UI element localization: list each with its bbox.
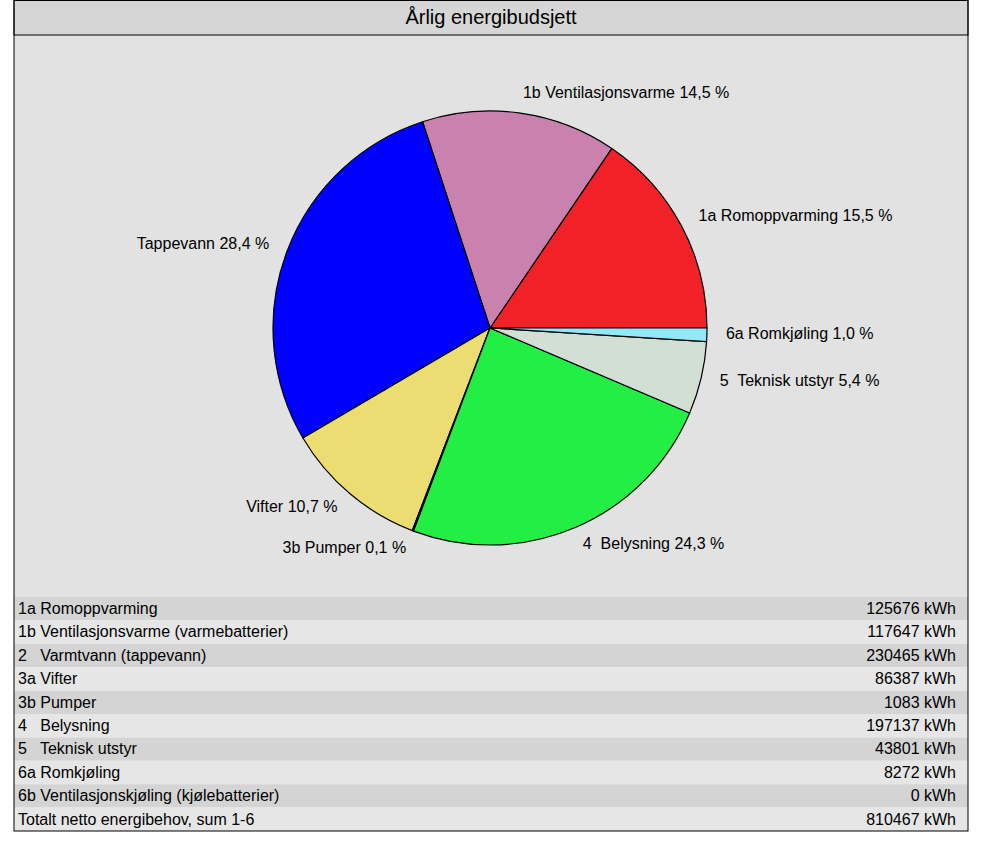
table-row: [14, 808, 968, 831]
table-row: [14, 737, 968, 760]
slice-value-label: 1,0 %: [833, 326, 874, 343]
slice-label: Tappevann 28,4 %: [137, 235, 270, 252]
table-cell-value: 43801 kWh: [875, 740, 956, 757]
table-row: [14, 761, 968, 784]
slice-label: 1a Romoppvarming 15,5 %: [699, 208, 893, 225]
table-row: [14, 644, 968, 667]
table-row: [14, 597, 968, 620]
table-cell-value: 1083 kWh: [884, 694, 956, 711]
slice-value-label: 24,3 %: [674, 535, 724, 552]
table-cell-label: 1a Romoppvarming: [18, 600, 158, 617]
table-cell-value: 230465 kWh: [866, 647, 956, 664]
table-cell-label: 6a Romkjøling: [18, 764, 120, 781]
slice-value-label: 15,5 %: [843, 208, 893, 225]
slice-label: 5 Teknisk utstyr 5,4 %: [720, 373, 880, 390]
slice-category: 6a Romkjøling: [726, 326, 828, 343]
slice-label: 1b Ventilasjonsvarme 14,5 %: [523, 85, 729, 102]
table-cell-value: 8272 kWh: [884, 764, 956, 781]
table-row: [14, 667, 968, 690]
slice-value-label: 28,4 %: [219, 235, 269, 252]
table-cell-label: 4 Belysning: [18, 717, 110, 734]
table-cell-label: 5 Teknisk utstyr: [18, 740, 138, 757]
slice-label: Vifter 10,7 %: [246, 498, 337, 515]
table-cell-label: 2 Varmtvann (tappevann): [18, 647, 206, 664]
slice-labels: 1a Romoppvarming 15,5 % 1b Ventilasjonsva…: [137, 85, 893, 556]
slice-value-label: 5,4 %: [839, 373, 880, 390]
table: 1a Romoppvarming 125676 kWh 1b Ventilasjon…: [14, 597, 968, 831]
pie-slice: [490, 328, 707, 342]
slice-category: Tappevann: [137, 235, 215, 252]
table-cell-value: 86387 kWh: [875, 670, 956, 687]
table-cell-label: 3b Pumper: [18, 694, 97, 711]
slice-category: 1a Romoppvarming: [699, 208, 839, 225]
title-bar: [14, 0, 968, 35]
table-cell-label: 1b Ventilasjonsvarme (varmebatterier): [18, 623, 288, 640]
pie: [273, 111, 707, 545]
slice-category: 5 Teknisk utstyr: [720, 373, 835, 390]
frame: [14, 1, 968, 832]
table-cell-label: Totalt netto energibehov, sum 1-6: [18, 811, 254, 828]
table-row: [14, 714, 968, 737]
chart: Årlig energibudsjett 1a Romoppvarming 15,…: [0, 0, 986, 851]
table-cell-value: 810467 kWh: [866, 811, 956, 828]
slice-label: 6a Romkjøling 1,0 %: [726, 326, 874, 343]
table-cell-value: 117647 kWh: [867, 623, 956, 640]
title: Årlig energibudsjett: [405, 6, 577, 28]
table-cell-value: 197137 kWh: [866, 717, 956, 734]
slice-category: 1b Ventilasjonsvarme: [523, 85, 675, 102]
slice-value-label: 14,5 %: [679, 85, 729, 102]
table-cell-label: 6b Ventilasjonskjøling (kjølebatterier): [18, 787, 279, 804]
table-row: [14, 784, 968, 807]
table-cell-label: 3a Vifter: [18, 670, 78, 687]
slice-category: Vifter: [246, 498, 284, 515]
slice-category: 3b Pumper: [283, 539, 362, 556]
slice-category: 4 Belysning: [583, 535, 670, 552]
table-cell-value: 125676 kWh: [866, 600, 956, 617]
plot-background: [14, 0, 968, 597]
slice-label: 3b Pumper 0,1 %: [283, 539, 407, 556]
table-row: [14, 620, 968, 643]
pie-slice: [490, 328, 707, 413]
slice-value-label: 0,1 %: [365, 539, 406, 556]
table-row: [14, 691, 968, 714]
slice-value-label: 10,7 %: [288, 498, 338, 515]
table-cell-value: 0 kWh: [911, 787, 956, 804]
slice-label: 4 Belysning 24,3 %: [583, 535, 724, 552]
